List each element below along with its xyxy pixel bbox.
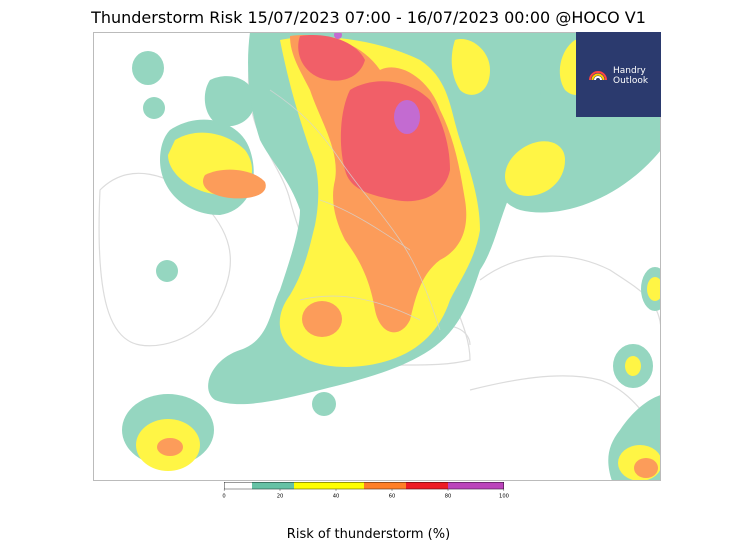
- colorbar-label: Risk of thunderstorm (%): [286, 527, 451, 542]
- colorbar-bins: [224, 482, 504, 490]
- brand-logo: Handry Outlook: [576, 32, 661, 117]
- logo-line-1: Handry: [613, 66, 646, 76]
- colorbar-bin: [406, 482, 448, 490]
- colorbar-bin: [252, 482, 294, 490]
- logo-text: Handry Outlook: [613, 66, 648, 86]
- colorbar-tick-label: 20: [277, 494, 284, 500]
- risk-layer-red: [298, 35, 450, 202]
- colorbar-outline: [224, 482, 504, 490]
- colorbar-tick-label: 40: [333, 494, 340, 500]
- colorbar-tick-label: 60: [389, 494, 396, 500]
- risk-layer-purple: [334, 32, 420, 134]
- colorbar-tick-label: 80: [445, 494, 452, 500]
- colorbar-tick-label: 0: [222, 494, 225, 500]
- colorbar-bin: [294, 482, 364, 490]
- colorbar-bin: [224, 482, 252, 490]
- colorbar-ticks: 0 20 40 60 80 100: [222, 489, 509, 500]
- rainbow-icon: [589, 71, 607, 81]
- chart-title: Thunderstorm Risk 15/07/2023 07:00 - 16/…: [91, 8, 646, 27]
- borders-overlay: [269, 89, 441, 331]
- colorbar-tick-label: 100: [499, 494, 509, 500]
- logo-line-2: Outlook: [613, 76, 649, 86]
- colorbar-bin: [364, 482, 406, 490]
- colorbar: 0 20 40 60 80 100: [222, 482, 509, 500]
- colorbar-bin: [448, 482, 504, 490]
